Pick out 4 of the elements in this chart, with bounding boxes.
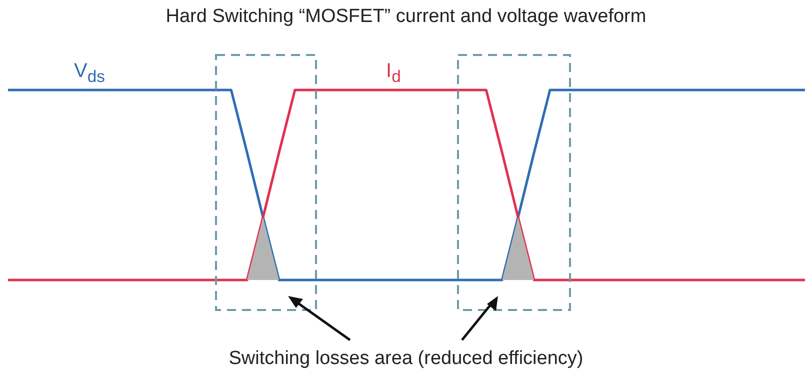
text: Switching losses area (reduced efficiency) xyxy=(228,348,584,370)
chart-title: Hard Switching “MOSFET” current and voltage waveform xyxy=(164,6,648,28)
series-label: V$_{ds}$ xyxy=(74,60,105,87)
series-label: I$_{d}$ xyxy=(386,60,401,87)
